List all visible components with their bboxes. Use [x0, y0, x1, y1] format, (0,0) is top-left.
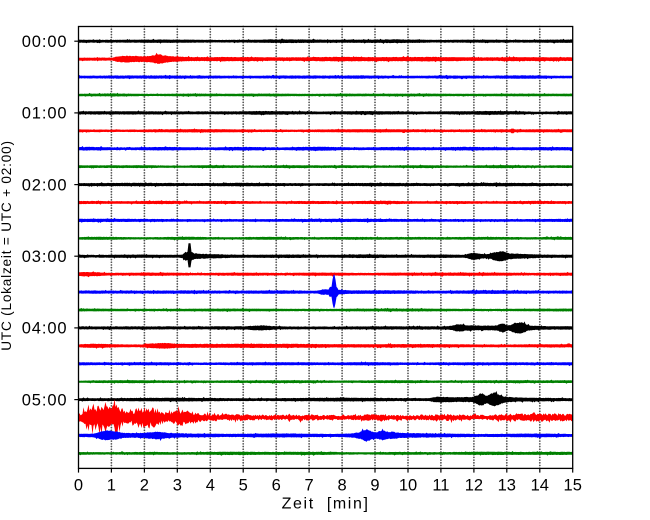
svg-text:6: 6 — [272, 476, 281, 494]
svg-text:15: 15 — [564, 476, 582, 494]
svg-text:2: 2 — [140, 476, 149, 494]
svg-text:01:00: 01:00 — [22, 105, 68, 123]
svg-text:7: 7 — [305, 476, 314, 494]
svg-text:12: 12 — [465, 476, 483, 494]
svg-text:4: 4 — [206, 476, 215, 494]
svg-text:0: 0 — [74, 476, 83, 494]
svg-text:05:00: 05:00 — [22, 391, 68, 409]
svg-text:02:00: 02:00 — [22, 176, 68, 194]
svg-text:04:00: 04:00 — [22, 320, 68, 338]
svg-text:00:00: 00:00 — [22, 33, 68, 51]
svg-text:8: 8 — [338, 476, 347, 494]
svg-text:Zeit [min]: Zeit [min] — [282, 496, 370, 513]
svg-text:13: 13 — [498, 476, 516, 494]
svg-text:1: 1 — [107, 476, 116, 494]
svg-text:5: 5 — [239, 476, 248, 494]
svg-text:10: 10 — [399, 476, 417, 494]
svg-text:11: 11 — [432, 476, 449, 494]
svg-text:14: 14 — [531, 476, 549, 494]
svg-text:3: 3 — [173, 476, 182, 494]
svg-text:03:00: 03:00 — [22, 248, 68, 266]
svg-text:9: 9 — [370, 476, 379, 494]
svg-text:UTC (Lokalzeit = UTC + 02:00): UTC (Lokalzeit = UTC + 02:00) — [0, 140, 14, 351]
